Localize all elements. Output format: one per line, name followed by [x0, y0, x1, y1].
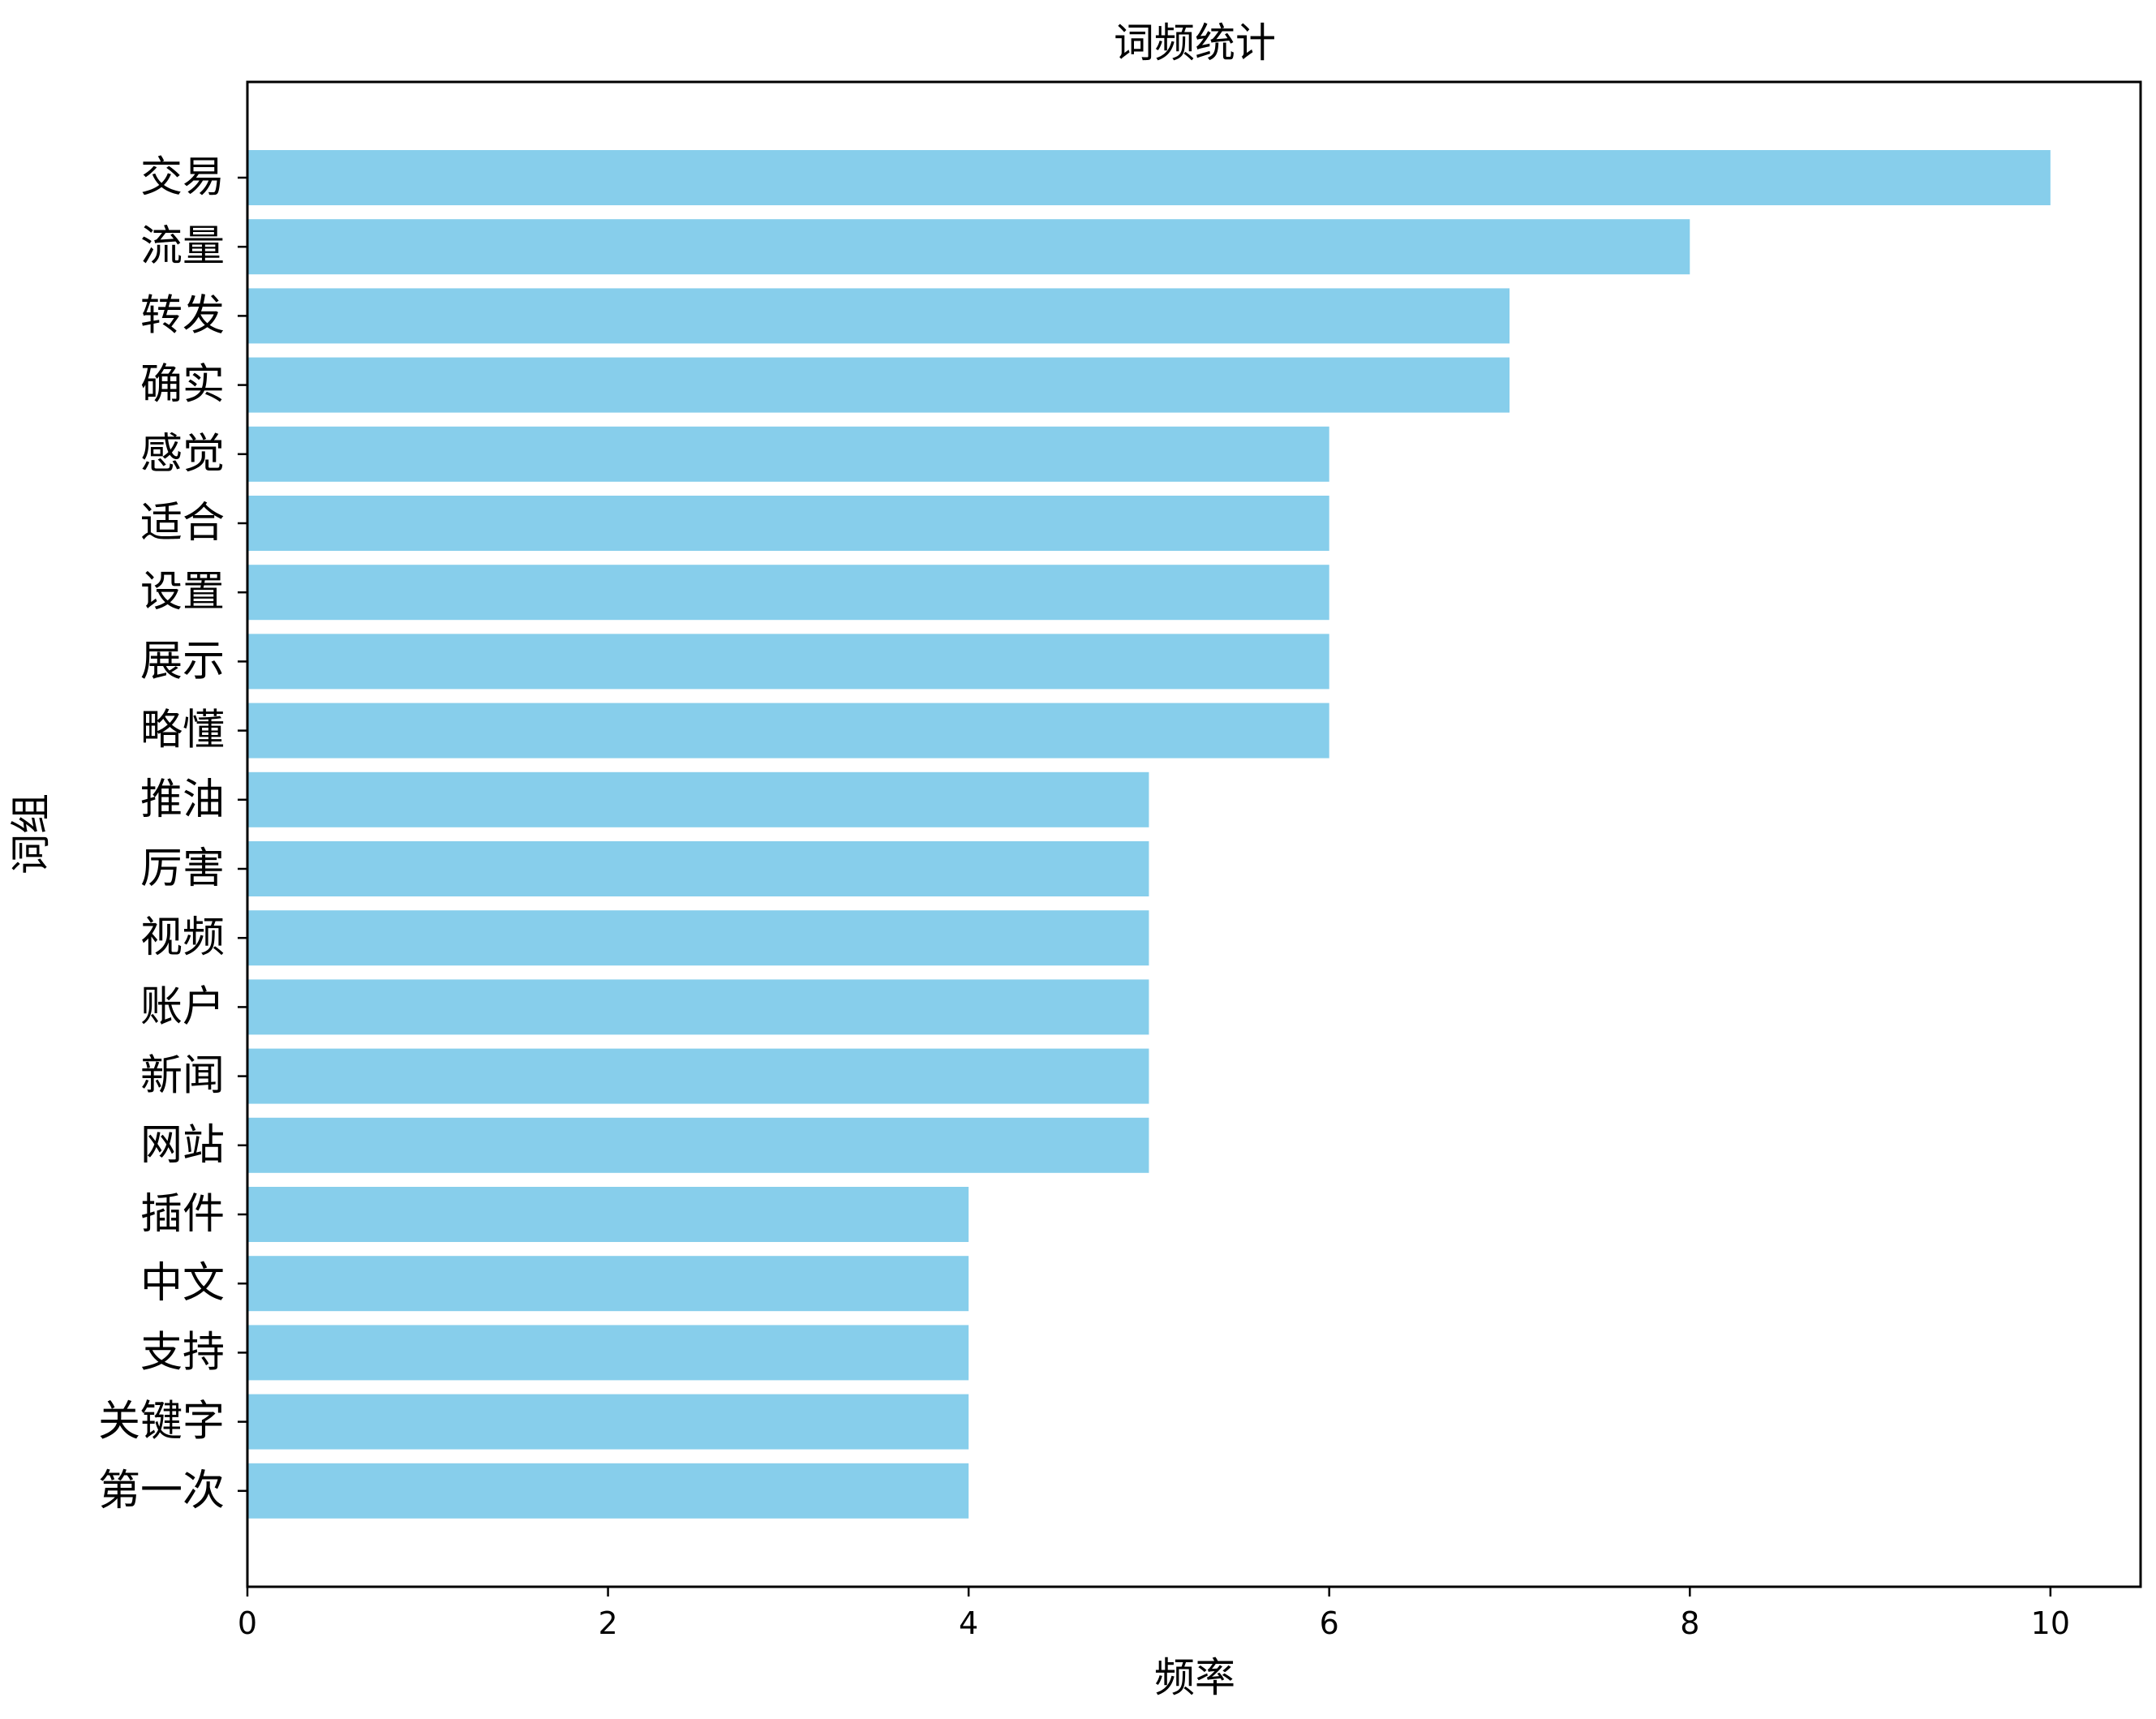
bar-14 — [247, 1117, 1149, 1173]
bar-5 — [247, 496, 1329, 551]
bar-10 — [247, 841, 1149, 896]
y-tick-label: 流量 — [140, 222, 225, 271]
y-tick-label: 展示 — [140, 637, 225, 685]
y-tick-label: 设置 — [140, 568, 225, 617]
y-tick-label: 中文 — [140, 1259, 225, 1308]
x-axis-ticks: 0 2 4 6 8 10 — [238, 1587, 2070, 1641]
y-tick-label: 略懂 — [140, 707, 225, 755]
y-tick-label: 新闻 — [140, 1052, 225, 1101]
bar-6 — [247, 565, 1329, 621]
bar-18 — [247, 1394, 969, 1450]
y-tick-label: 视频 — [140, 913, 225, 962]
x-tick-label: 6 — [1320, 1605, 1339, 1641]
y-tick-label: 推油 — [140, 776, 225, 824]
bar-8 — [247, 703, 1329, 759]
y-tick-label: 网站 — [140, 1121, 225, 1170]
bar-1 — [247, 219, 1690, 275]
chart-title: 词频统计 — [1114, 19, 1276, 67]
y-tick-label: 关键字 — [98, 1398, 225, 1446]
x-tick-label: 4 — [959, 1605, 978, 1641]
bar-9 — [247, 771, 1149, 827]
y-tick-label: 支持 — [140, 1328, 225, 1377]
bar-2 — [247, 288, 1510, 344]
bar-13 — [247, 1048, 1149, 1104]
bars-layer — [247, 150, 2051, 1519]
bar-15 — [247, 1187, 969, 1242]
bar-0 — [247, 150, 2051, 205]
y-tick-label: 厉害 — [140, 844, 225, 893]
bar-3 — [247, 357, 1510, 413]
y-tick-label: 确实 — [140, 361, 225, 410]
y-tick-label: 账户 — [140, 982, 225, 1031]
y-tick-label: 第一次 — [98, 1467, 225, 1515]
y-tick-label: 感觉 — [140, 430, 225, 479]
y-tick-label: 转发 — [140, 291, 225, 340]
bar-16 — [247, 1256, 969, 1312]
y-axis-ticks: 交易流量转发确实感觉适合设置展示略懂推油厉害视频账户新闻网站插件中文支持关键字第… — [98, 153, 247, 1515]
y-tick-label: 交易 — [140, 153, 225, 202]
x-axis-label: 频率 — [1154, 1654, 1235, 1701]
bar-17 — [247, 1325, 969, 1381]
y-axis-label: 词组 — [7, 793, 54, 875]
y-tick-label: 插件 — [140, 1190, 225, 1239]
y-tick-label: 适合 — [140, 499, 225, 548]
x-tick-label: 8 — [1680, 1605, 1699, 1641]
x-tick-label: 0 — [238, 1605, 257, 1641]
plot-frame — [246, 80, 2142, 1588]
x-tick-label: 2 — [598, 1605, 617, 1641]
bar-19 — [247, 1463, 969, 1519]
bar-4 — [247, 426, 1329, 482]
bar-7 — [247, 634, 1329, 690]
x-tick-label: 10 — [2031, 1605, 2070, 1641]
bar-11 — [247, 910, 1149, 966]
bar-12 — [247, 979, 1149, 1035]
